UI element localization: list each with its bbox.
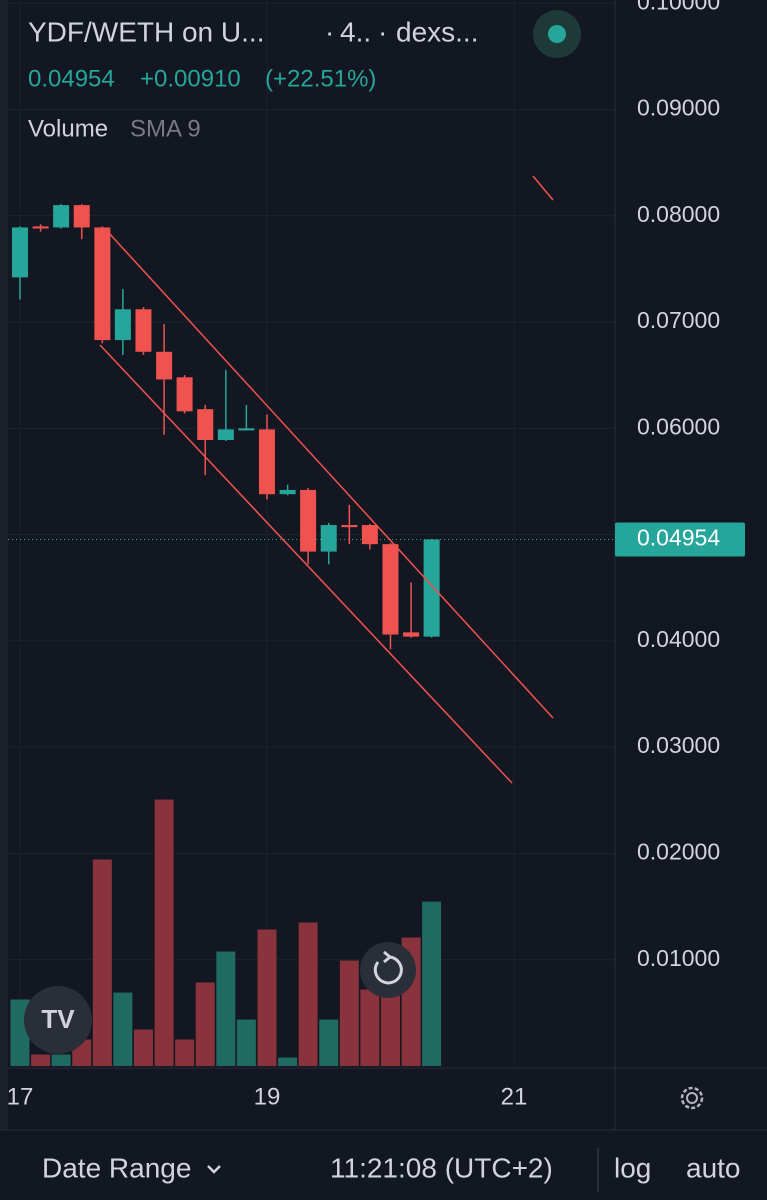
volume-bar [31,1054,51,1066]
volume-bar [278,1057,298,1066]
y-tick-label: 0.07000 [637,307,720,333]
candle-body [238,428,255,431]
y-tick-label: 0.10000 [637,0,720,14]
y-tick-label: 0.04000 [637,626,720,652]
logo[interactable] [24,986,92,1054]
last-price-label: 0.04954 [637,525,720,551]
symbol-title[interactable]: YDF/WETH on U... [28,16,264,47]
grid [8,0,615,1068]
candle-body [176,377,193,412]
separator-dot: · [378,16,387,47]
candle-body [114,309,131,341]
candle-body [53,205,70,228]
volume-bar [92,859,112,1066]
volume-bar [257,929,277,1066]
volume-bar [113,992,133,1066]
volume-bar [236,1019,256,1066]
volume-bar [422,901,442,1066]
clock: 11:21:08 (UTC+2) [330,1152,553,1183]
candle-body [94,227,111,341]
volume-bar [360,989,380,1066]
indicator-param: SMA 9 [130,115,201,142]
x-tick-label: 21 [501,1083,528,1110]
volume-bar [175,1039,195,1066]
settings-icon-core [686,1092,698,1104]
candle-body [11,227,28,278]
candle-body [135,309,152,352]
source[interactable]: dexs... [396,16,478,47]
replay-icon [373,950,403,985]
volume-bar [216,951,236,1066]
date-range[interactable]: Date Range [42,1152,191,1183]
y-tick-label: 0.09000 [637,95,720,121]
candle-body [279,489,296,495]
status-dot [548,25,566,43]
logo-mark: TV [41,1004,75,1034]
candle-body [217,429,234,441]
separator-dot: · [325,16,334,47]
channel-lower [99,344,513,784]
indicator-name[interactable]: Volume [28,115,108,142]
volume-bar [51,1054,71,1066]
candle-body [156,351,173,380]
trend-channel [99,175,554,784]
volume-bar [154,799,174,1066]
x-tick-label: 17 [7,1083,34,1110]
price-axis: 0.010000.020000.030000.040000.050000.060… [7,0,745,1110]
replay-button[interactable] [360,942,416,998]
interval[interactable]: 4.. [340,16,371,47]
y-tick-label: 0.08000 [637,201,720,227]
volume-bar [298,922,318,1066]
candle-body [258,429,275,495]
candle-body [197,409,214,441]
candle-body [320,525,337,552]
y-tick-label: 0.02000 [637,839,720,865]
log-toggle[interactable]: log [614,1152,651,1183]
y-tick-label: 0.06000 [637,413,720,439]
y-tick-label: 0.01000 [637,945,720,971]
price-change-pct: (+22.51%) [265,65,376,92]
candle-body [403,632,420,637]
candle-body [423,539,440,637]
trend-segment [532,175,554,201]
volume-bar [133,1029,153,1066]
x-tick-label: 19 [254,1083,281,1110]
channel-upper [107,231,554,719]
volume-bar [339,960,359,1066]
volume-bar [319,1019,339,1066]
auto-toggle[interactable]: auto [686,1152,741,1183]
candle-body [32,226,49,229]
candle-body [382,544,399,635]
volume-bar [195,982,215,1066]
candle-body [341,525,358,528]
left-edge [0,0,8,1130]
y-tick-label: 0.03000 [637,732,720,758]
candle-body [73,205,90,228]
candle-body [300,489,317,552]
volume [10,799,442,1066]
candles [11,204,440,650]
candle-body [361,525,378,545]
dropdown-caret [207,1165,221,1174]
last-price: 0.04954 [28,65,115,92]
last-price-box [615,522,745,557]
price-change: +0.00910 [140,65,241,92]
settings-icon[interactable] [680,1086,704,1110]
